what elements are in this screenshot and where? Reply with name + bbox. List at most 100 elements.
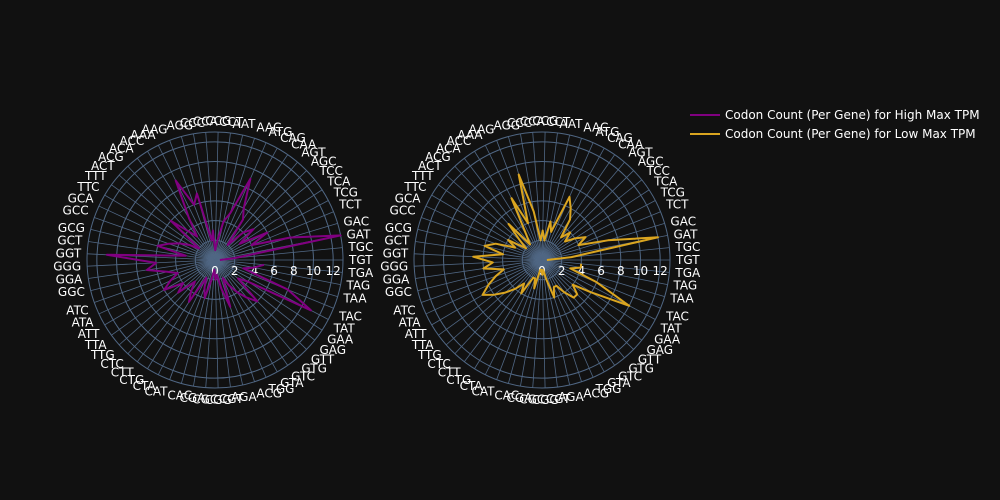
angular-grid-line xyxy=(214,142,267,261)
angular-grid-line xyxy=(214,179,316,261)
angular-tick-label: GCA xyxy=(68,192,95,206)
angular-tick-label: ACG xyxy=(425,150,451,164)
angular-tick-label: CTC xyxy=(427,357,450,371)
angular-grid-line xyxy=(541,154,616,261)
angular-tick-label: CCG xyxy=(532,114,558,128)
angular-tick-label: TAG xyxy=(673,279,698,293)
series-path xyxy=(105,177,342,312)
angular-tick-label: GAT xyxy=(674,227,699,241)
angular-grid-line xyxy=(541,259,558,388)
angular-grid xyxy=(414,132,670,388)
angular-grid-line xyxy=(214,259,255,382)
angular-grid-line xyxy=(520,133,543,261)
angular-tick-label: CCA xyxy=(193,114,219,128)
radial-tick-label: 2 xyxy=(558,264,566,278)
angular-tick-label: TTT xyxy=(84,169,107,183)
angular-grid-line xyxy=(169,140,216,261)
radial-tick-label: 2 xyxy=(231,264,239,278)
angular-grid-line xyxy=(214,147,278,261)
angular-tick-labels: TGTTGCGATGACTCTTCGTCATCCAGCAGTCAACAGATGA… xyxy=(53,114,374,407)
angular-tick-label: GCA xyxy=(395,192,422,206)
angular-grid-line xyxy=(169,259,216,380)
angular-tick-label: ATC xyxy=(66,303,88,317)
angular-grid-line xyxy=(214,259,278,373)
angular-grid-line xyxy=(431,259,543,326)
angular-grid-line xyxy=(136,259,216,362)
angular-grid-line xyxy=(541,259,616,366)
angular-grid-line xyxy=(214,170,307,261)
angular-tick-label: CTC xyxy=(100,357,123,371)
angular-tick-label: CTT xyxy=(111,365,134,379)
angular-tick-label: GTC xyxy=(618,369,642,383)
angular-tick-label: GAA xyxy=(654,332,681,346)
angular-grid-line xyxy=(214,259,298,359)
angular-tick-label: AAC xyxy=(256,121,281,135)
angular-grid-line xyxy=(118,174,216,261)
angular-grid-line xyxy=(541,147,605,261)
angular-tick-label: TTG xyxy=(90,348,115,362)
angular-tick-label: GCG xyxy=(385,221,412,235)
angular-grid-line xyxy=(88,241,216,261)
angular-grid-line xyxy=(541,134,571,261)
angular-tick-label: ATT xyxy=(78,327,100,341)
angular-tick-label: GGT xyxy=(56,247,82,261)
angular-tick-label: GCC xyxy=(390,204,416,218)
angular-tick-label: ACG xyxy=(98,150,124,164)
angular-grid-line xyxy=(94,259,216,303)
angular-grid-line xyxy=(425,259,543,315)
angular-tick-label: TCT xyxy=(338,197,362,211)
legend-item-low[interactable]: Codon Count (Per Gene) for Low Max TPM xyxy=(690,127,976,141)
angular-tick-label: TTA xyxy=(84,338,108,352)
angular-tick-label: GAA xyxy=(327,332,354,346)
angular-tick-label: CAT xyxy=(144,384,168,398)
angular-tick-label: TAT xyxy=(660,321,683,335)
angular-grid-line xyxy=(136,158,216,261)
legend-item-high[interactable]: Codon Count (Per Gene) for High Max TPM xyxy=(690,108,980,122)
angular-grid-line xyxy=(541,211,661,261)
angular-tick-label: CGT xyxy=(546,392,571,406)
angular-grid-line xyxy=(214,134,244,261)
angular-tick-labels: TGTTGCGATGACTCTTCGTCATCCAGCAGTCAACAGATGA… xyxy=(380,114,701,407)
angular-tick-label: GTG xyxy=(628,361,654,375)
angular-grid-line xyxy=(127,259,216,355)
angular-grid-line xyxy=(415,259,543,279)
angular-grid-line xyxy=(214,259,343,273)
angular-grid-line xyxy=(541,259,650,331)
angular-grid-line xyxy=(214,259,219,388)
angular-tick-label: ACC xyxy=(447,134,472,148)
angular-grid-line xyxy=(88,259,216,279)
angular-tick-label: CAG xyxy=(607,131,633,145)
angular-tick-label: CAG xyxy=(280,131,306,145)
radial-tick-labels: 0 2 4 6 8 10 12 xyxy=(211,264,341,278)
angular-tick-label: CTG xyxy=(446,373,471,387)
angular-tick-label: ATA xyxy=(72,315,95,329)
angular-grid-line xyxy=(214,259,338,297)
angular-grid-line xyxy=(214,259,341,285)
angular-tick-label: GTT xyxy=(638,353,662,367)
angular-tick-label: TAT xyxy=(333,321,356,335)
angular-tick-label: AGC xyxy=(311,154,337,168)
angular-tick-label: GGA xyxy=(56,272,84,286)
angular-tick-label: GCT xyxy=(384,234,410,248)
angular-tick-label: GAC xyxy=(670,215,696,229)
angular-grid-line xyxy=(214,259,231,388)
angular-grid-line xyxy=(541,161,625,261)
angular-grid-line xyxy=(541,259,661,309)
angular-tick-label: TCA xyxy=(653,175,678,189)
angular-tick-label: ACA xyxy=(109,142,134,156)
angular-tick-label: CCC xyxy=(180,116,205,130)
radial-tick-label: 6 xyxy=(270,264,278,278)
angular-grid-line xyxy=(214,200,329,261)
angular-tick-label: TCA xyxy=(326,175,351,189)
angular-tick-label: ATT xyxy=(405,327,427,341)
angular-tick-label: AGA xyxy=(558,390,584,404)
angular-tick-label: GTG xyxy=(301,361,327,375)
angular-tick-label: ACT xyxy=(91,159,115,173)
angular-tick-label: ACG xyxy=(256,386,282,400)
angular-tick-label: GAG xyxy=(646,343,673,357)
angular-tick-label: ACT xyxy=(418,159,442,173)
angular-tick-label: GTA xyxy=(607,376,631,390)
angular-grid-line xyxy=(541,259,605,373)
angular-tick-label: GGC xyxy=(58,285,85,299)
